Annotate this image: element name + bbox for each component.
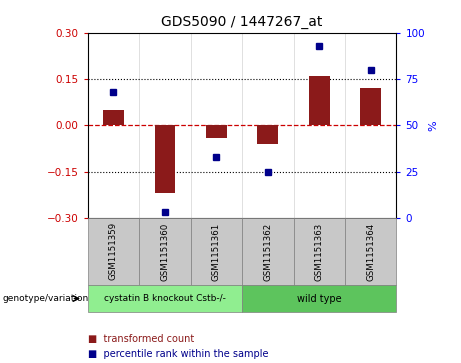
Text: GSM1151360: GSM1151360: [160, 222, 169, 281]
Text: genotype/variation: genotype/variation: [2, 294, 89, 303]
Text: GSM1151363: GSM1151363: [315, 222, 324, 281]
Text: GSM1151364: GSM1151364: [366, 222, 375, 281]
Bar: [309, 76, 330, 125]
Text: wild type: wild type: [297, 294, 342, 303]
Bar: [154, 125, 175, 193]
Text: ■  transformed count: ■ transformed count: [88, 334, 194, 344]
Text: GSM1151359: GSM1151359: [109, 222, 118, 281]
Y-axis label: %: %: [428, 120, 438, 131]
Text: GSM1151362: GSM1151362: [263, 222, 272, 281]
Bar: [257, 125, 278, 144]
Bar: [361, 88, 381, 125]
Text: GDS5090 / 1447267_at: GDS5090 / 1447267_at: [161, 15, 323, 29]
Bar: [206, 125, 227, 138]
Text: GSM1151361: GSM1151361: [212, 222, 221, 281]
Text: ■  percentile rank within the sample: ■ percentile rank within the sample: [88, 349, 268, 359]
Bar: [103, 110, 124, 125]
Text: cystatin B knockout Cstb-/-: cystatin B knockout Cstb-/-: [104, 294, 226, 303]
